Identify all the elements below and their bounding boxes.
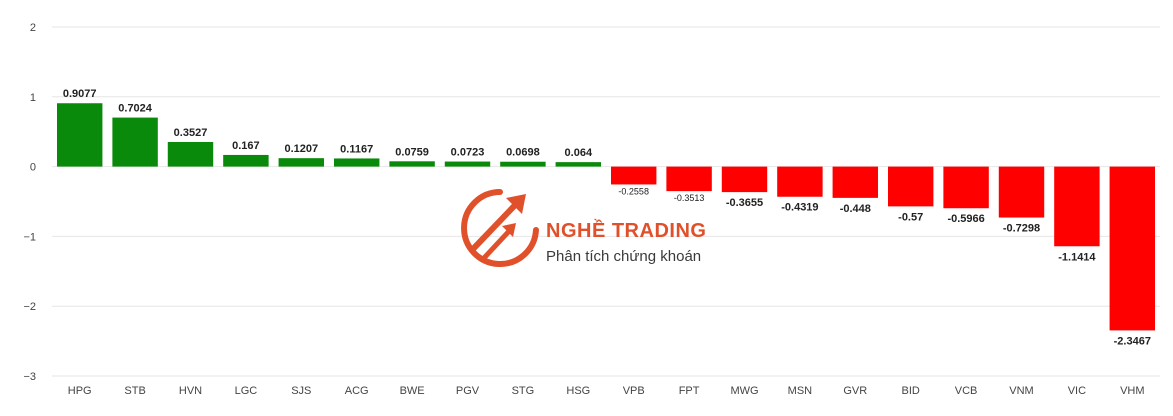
y-tick-label: −1 [23,231,36,243]
data-label: -2.3467 [1114,335,1151,347]
watermark-title: NGHỀ TRADING [546,220,707,242]
x-tick-label: BWE [400,385,425,397]
x-tick-label: GVR [843,385,867,397]
x-tick-label: HPG [68,385,92,397]
bar-stb [112,117,158,167]
bar-msn [777,166,823,197]
x-tick-label: MWG [730,385,758,397]
bar-vnm [998,166,1045,218]
bar-bwe [389,161,435,167]
y-tick-label: 2 [30,22,36,34]
y-tick-label: −3 [23,371,36,383]
trend-arrows-logo-icon [461,189,539,267]
bar-lgc [223,154,269,167]
x-tick-label: STB [124,385,145,397]
data-label: 0.0698 [506,147,540,159]
x-tick-label: FPT [679,385,700,397]
bars [56,103,1156,331]
bar-fpt [666,166,712,192]
data-labels: 0.9077 0.7024 0.3527 0.167 0.1207 0.1167 0.075… [63,88,1151,347]
data-label: 0.7024 [118,103,153,115]
x-tick-label: VIC [1068,385,1086,397]
data-label: 0.1207 [284,143,318,155]
bar-hsg [555,162,602,167]
x-tick-label: SJS [291,385,311,397]
x-axis-ticks: HPG STB HVN LGC SJS ACG BWE PGV STG HSG VPB FPT MWG M… [68,385,1145,397]
bar-bid [887,166,934,207]
data-label: 0.0759 [395,146,429,158]
data-label: -0.2558 [618,186,649,196]
x-tick-label: VHM [1120,385,1144,397]
x-tick-label: ACG [345,385,369,397]
x-tick-label: LGC [235,385,258,397]
bar-acg [333,158,380,167]
data-label: -0.57 [898,211,923,223]
data-label: 0.064 [565,147,593,159]
y-tick-label: −2 [23,301,36,313]
y-axis-ticks: 2 1 0 −1 −2 −3 [23,22,36,383]
x-tick-label: VNM [1009,385,1033,397]
bar-pgv [444,161,491,167]
x-tick-label: BID [902,385,920,397]
data-label: -0.448 [840,203,871,215]
data-label: -0.3655 [726,197,763,209]
data-label: 0.3527 [174,127,208,139]
bar-mwg [721,166,768,193]
y-tick-label: 0 [30,162,36,174]
bar-vic [1054,166,1100,247]
data-label: 0.1167 [340,143,373,155]
bar-gvr [832,166,879,198]
x-tick-label: HVN [179,385,202,397]
bar-stg [500,161,546,167]
x-tick-label: HSG [566,385,590,397]
bar-hvn [167,141,214,167]
bar-hpg [56,103,103,167]
watermark: NGHỀ TRADING Phân tích chứng khoán [456,186,746,272]
y-tick-label: 1 [30,92,36,104]
bar-vpb [610,166,657,185]
data-label: -1.1414 [1058,251,1096,263]
data-label: -0.3513 [674,193,705,203]
bar-sjs [278,158,325,167]
data-label: 0.9077 [63,88,97,100]
data-label: 0.0723 [451,147,485,159]
data-label: 0.167 [232,140,260,152]
data-label: -0.4319 [781,202,818,214]
bar-vhm [1109,166,1156,331]
x-tick-label: VCB [955,385,978,397]
data-label: -0.7298 [1003,223,1040,235]
x-tick-label: VPB [623,385,645,397]
bar-vcb [943,166,989,209]
x-tick-label: STG [512,385,535,397]
data-label: -0.5966 [947,213,984,225]
x-tick-label: PGV [456,385,480,397]
x-tick-label: MSN [788,385,813,397]
watermark-subtitle: Phân tích chứng khoán [546,248,702,265]
